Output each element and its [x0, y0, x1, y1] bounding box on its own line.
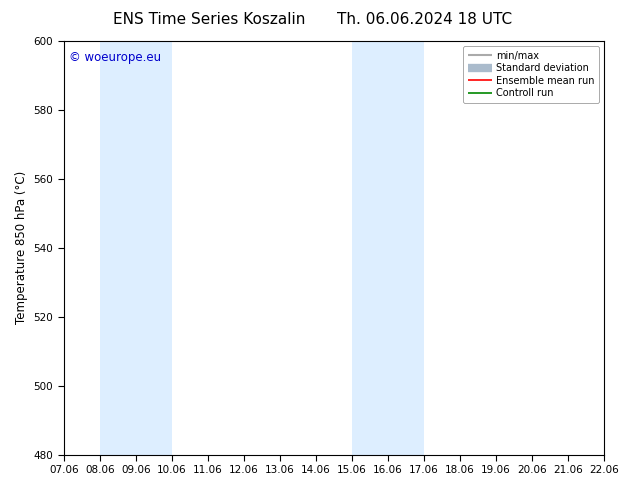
Y-axis label: Temperature 850 hPa (°C): Temperature 850 hPa (°C)	[15, 171, 28, 324]
Bar	[100, 41, 136, 455]
Text: Th. 06.06.2024 18 UTC: Th. 06.06.2024 18 UTC	[337, 12, 512, 27]
Bar	[352, 41, 388, 455]
Bar	[604, 41, 634, 455]
Bar	[388, 41, 424, 455]
Bar	[136, 41, 172, 455]
Legend: min/max, Standard deviation, Ensemble mean run, Controll run: min/max, Standard deviation, Ensemble me…	[463, 46, 599, 103]
Text: © woeurope.eu: © woeurope.eu	[69, 51, 161, 64]
Text: ENS Time Series Koszalin: ENS Time Series Koszalin	[113, 12, 306, 27]
